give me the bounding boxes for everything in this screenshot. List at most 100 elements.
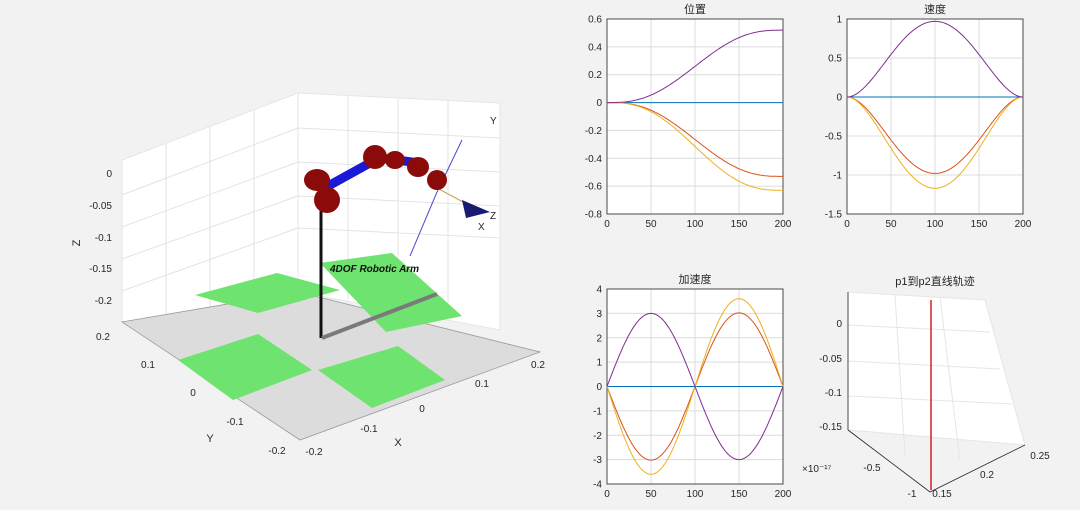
x-tick-label: 200 bbox=[1015, 219, 1032, 230]
x-tick: -0.2 bbox=[305, 447, 323, 458]
position-chart: 0 50 100 150 200 -0.8 -0.6 -0.4 -0.2 0 0.2 0.4 0.6 位置 bbox=[585, 2, 792, 230]
trajectory-3d-chart: p1到p2直线轨迹 0 -0.05 -0.1 -0.15 ×10⁻¹⁷ -0.5… bbox=[802, 274, 1050, 500]
series-line bbox=[846, 96, 1024, 174]
x-tick-label: 100 bbox=[927, 219, 944, 230]
y-axis-label: Y bbox=[206, 433, 214, 445]
y-tick-label: -0.4 bbox=[585, 154, 603, 165]
series-line bbox=[607, 29, 783, 104]
y-tick-label: -2 bbox=[593, 431, 602, 442]
y-tick-label: 3 bbox=[596, 309, 602, 320]
robot-label: 4DOF Robotic Arm bbox=[329, 264, 419, 275]
y-tick-label: -0.2 bbox=[585, 126, 603, 137]
y-tick: -0.5 bbox=[863, 463, 881, 474]
y-tick-label: -1.5 bbox=[825, 210, 843, 221]
series-line bbox=[846, 20, 1024, 98]
y-tick-label: 0.2 bbox=[588, 70, 602, 81]
x-tick: 0.2 bbox=[531, 360, 545, 371]
x-tick: 0.15 bbox=[932, 489, 952, 500]
floor-tile bbox=[318, 346, 445, 408]
y-tick-label: 0.4 bbox=[588, 42, 602, 53]
z-tick: -0.1 bbox=[95, 233, 113, 244]
y-tick: 0.1 bbox=[141, 360, 155, 371]
arm-link-1 bbox=[325, 159, 373, 190]
joint-wrist-2 bbox=[427, 170, 447, 190]
traj-axes bbox=[847, 429, 1026, 493]
y-tick-label: 1 bbox=[596, 358, 602, 369]
floor-rail bbox=[321, 292, 438, 340]
chart-title: 加速度 bbox=[679, 272, 712, 286]
x-tick-label: 150 bbox=[731, 489, 748, 500]
y-tick-label: 0 bbox=[596, 98, 602, 109]
joint-shoulder bbox=[314, 187, 340, 213]
y-tick: 0.2 bbox=[96, 332, 110, 343]
x-tick-label: 50 bbox=[645, 219, 657, 230]
y-tick-label: 1 bbox=[836, 15, 842, 26]
y-tick-label: 0.5 bbox=[828, 54, 842, 65]
z-axis-label: Z bbox=[71, 239, 83, 246]
x-tick: 0.1 bbox=[475, 379, 489, 390]
x-tick-label: 200 bbox=[775, 489, 792, 500]
y-tick: -0.2 bbox=[268, 446, 286, 457]
frame-label-x: X bbox=[478, 222, 485, 233]
series-line bbox=[607, 102, 783, 177]
x-tick-label: 0 bbox=[844, 219, 850, 230]
y-tick-label: -0.6 bbox=[585, 182, 603, 193]
exponent-label: ×10⁻¹⁷ bbox=[802, 464, 832, 475]
x-tick-label: 150 bbox=[731, 219, 748, 230]
y-tick-label: 0 bbox=[596, 382, 602, 393]
y-tick-label: -3 bbox=[593, 455, 602, 466]
z-tick: 0 bbox=[836, 319, 842, 330]
z-tick: -0.05 bbox=[819, 354, 842, 365]
joint-wrist bbox=[407, 157, 429, 177]
x-tick-label: 50 bbox=[645, 489, 657, 500]
series-line bbox=[846, 96, 1024, 189]
floor-tile bbox=[320, 253, 462, 332]
y-tick-label: -4 bbox=[593, 480, 602, 491]
y-tick-label: 0.6 bbox=[588, 15, 602, 26]
y-tick-label: -1 bbox=[833, 171, 842, 182]
joint-elbow-2 bbox=[385, 151, 405, 169]
plot-border bbox=[846, 18, 1024, 215]
chart-title: 位置 bbox=[684, 2, 706, 16]
joint-elbow bbox=[363, 145, 387, 169]
z-tick: -0.15 bbox=[819, 422, 842, 433]
end-effector-arrow bbox=[462, 200, 490, 218]
frame-label-y: Y bbox=[490, 116, 497, 127]
x-tick-label: 0 bbox=[604, 219, 610, 230]
y-tick-label: -1 bbox=[593, 406, 602, 417]
y-tick-label: -0.5 bbox=[825, 132, 843, 143]
x-tick-label: 100 bbox=[687, 219, 704, 230]
plot-border bbox=[606, 18, 784, 215]
chart-title: 速度 bbox=[924, 2, 946, 16]
x-tick-label: 0 bbox=[604, 489, 610, 500]
floor-checkerboard bbox=[178, 253, 462, 408]
x-tick-label: 200 bbox=[775, 219, 792, 230]
z-tick: -0.1 bbox=[825, 388, 843, 399]
x-tick: -0.1 bbox=[360, 424, 378, 435]
y-tick: 0 bbox=[190, 388, 196, 399]
y-tick-label: 2 bbox=[596, 333, 602, 344]
y-tick: -1 bbox=[908, 489, 917, 500]
y-tick-label: 4 bbox=[596, 285, 602, 296]
z-tick: -0.2 bbox=[95, 296, 113, 307]
frame-x-axis bbox=[409, 191, 438, 257]
x-tick: 0.2 bbox=[980, 470, 994, 481]
traj-grid bbox=[847, 294, 1013, 461]
y-tick-label: -0.8 bbox=[585, 210, 603, 221]
z-tick: 0 bbox=[106, 169, 112, 180]
x-tick: 0.25 bbox=[1030, 451, 1050, 462]
arm-joints bbox=[304, 145, 447, 213]
x-tick-label: 100 bbox=[687, 489, 704, 500]
x-axis-label: X bbox=[394, 437, 402, 449]
x-tick-label: 50 bbox=[885, 219, 897, 230]
floor-tile bbox=[195, 273, 340, 313]
joint-base bbox=[304, 169, 330, 191]
z-tick: -0.05 bbox=[89, 201, 112, 212]
chart-title: p1到p2直线轨迹 bbox=[895, 274, 974, 288]
series-line bbox=[606, 312, 784, 461]
acceleration-chart: 0 50 100 150 200 -4 -3 -2 -1 0 1 2 3 4 加速度 bbox=[593, 272, 792, 500]
y-tick-label: 0 bbox=[836, 93, 842, 104]
velocity-chart: 0 50 100 150 200 -1.5 -1 -0.5 0 0.5 1 速度 bbox=[825, 2, 1032, 230]
floor-tile bbox=[178, 334, 312, 400]
